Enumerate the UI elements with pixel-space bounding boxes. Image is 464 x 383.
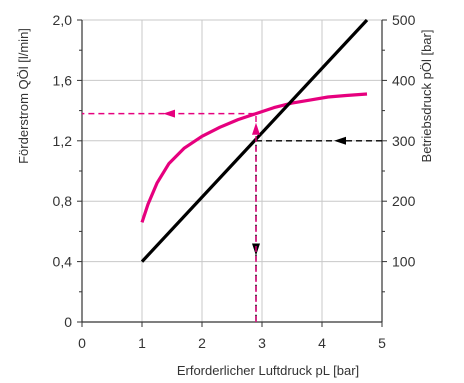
annotations (82, 109, 382, 322)
annotation-arrowhead (334, 136, 346, 145)
y-right-tick-label: 400 (392, 72, 416, 88)
annotation-arrowhead (163, 109, 175, 118)
y-left-tick-label: 0,8 (53, 193, 73, 209)
tick-labels: 0 1 2 3 4 5 0 0,4 0,8 1,2 1,6 2,0 100 200 300 400 500 (53, 12, 416, 351)
axes (77, 19, 387, 327)
x-tick-label: 3 (258, 335, 266, 351)
series-line (140, 18, 369, 263)
x-tick-label: 5 (378, 335, 386, 351)
y-right-tick-label: 500 (392, 12, 416, 28)
x-tick-label: 4 (318, 335, 326, 351)
y-left-tick-label: 1,6 (53, 72, 73, 88)
y-axis-right-title: Betriebsdruck pÖl [bar] (419, 30, 434, 163)
x-tick-label: 1 (138, 335, 146, 351)
x-tick-label: 2 (198, 335, 206, 351)
y-left-tick-label: 1,2 (53, 133, 73, 149)
series-line (140, 92, 368, 223)
x-tick-label: 0 (78, 335, 86, 351)
y-right-tick-label: 200 (392, 193, 416, 209)
annotation-arrowhead (252, 122, 260, 135)
y-left-tick-label: 2,0 (53, 12, 73, 28)
y-right-tick-label: 100 (392, 254, 416, 270)
y-left-tick-label: 0,4 (53, 254, 73, 270)
y-right-tick-label: 300 (392, 133, 416, 149)
y-axis-left-title: Förderstrom QÖl [l/min] (16, 28, 31, 164)
annotation-guide-line (255, 140, 382, 322)
y-left-tick-label: 0 (64, 314, 72, 330)
grid (82, 19, 383, 322)
series (140, 18, 369, 263)
x-axis-title: Erforderlicher Luftdruck pL [bar] (177, 363, 359, 378)
annotation-guide-line (82, 112, 257, 322)
